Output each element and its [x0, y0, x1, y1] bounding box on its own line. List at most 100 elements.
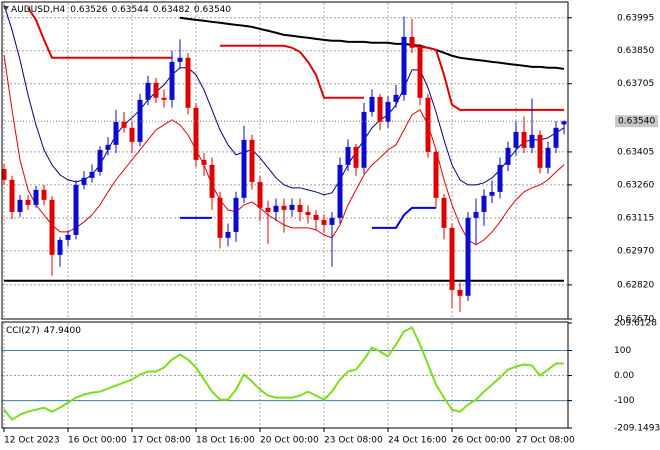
header: AUDUSD,H4 0.63526 0.63544 0.63482 0.63540 [11, 5, 231, 15]
candle-body [161, 97, 167, 100]
candle-body [273, 205, 279, 212]
candle-body [217, 197, 223, 238]
candle-body [289, 204, 295, 210]
high-value: 0.63544 [111, 5, 148, 15]
current-price-badge [615, 115, 658, 128]
candle-body [561, 121, 567, 125]
indicator-line [180, 206, 436, 229]
candle-body [25, 199, 31, 205]
plot-layer: 12 Oct 2023 16 Oct 00:00 17 Oct 08:00 18 Oc… [1, 3, 660, 446]
candle-body [361, 111, 367, 168]
y-tick-label: 0.63850 [617, 46, 654, 56]
cci-header: CCI(27) 47.9400 [6, 326, 81, 336]
candle-body [201, 159, 207, 165]
y-tick-label: 0.00 [614, 371, 634, 381]
symbol: AUDUSD,H4 [11, 5, 66, 15]
candle-body [417, 47, 423, 98]
candle-body [169, 61, 175, 100]
candle-body [57, 239, 63, 255]
candle-body [9, 179, 15, 212]
candle-body [393, 94, 399, 102]
candle-body [369, 96, 375, 112]
y-tick-label: 100 [614, 346, 631, 356]
symbol-icon [3, 6, 9, 11]
candle-body [401, 36, 407, 95]
x-tick-label: 24 Oct 16:00 [388, 436, 447, 446]
candle-body [153, 82, 159, 98]
candle-body [305, 211, 311, 215]
candle-body [497, 164, 503, 192]
candle-body [241, 139, 247, 198]
candle-body [81, 177, 87, 185]
candle-body [89, 171, 95, 178]
candle-body [233, 197, 239, 232]
candle-body [489, 191, 495, 196]
candle-body [257, 181, 263, 208]
candle-body [353, 146, 359, 168]
candle-body [177, 57, 183, 62]
x-tick-label: 17 Oct 08:00 [132, 436, 191, 446]
candle-body [49, 199, 55, 255]
candle-body [97, 149, 103, 172]
y-tick-label: 0.63705 [617, 79, 654, 89]
candle-body [513, 131, 519, 148]
y-tick-label: -209.1493 [614, 424, 660, 434]
candle-body [121, 121, 127, 128]
candle-body [505, 147, 511, 165]
x-tick-label: 18 Oct 16:00 [196, 436, 255, 446]
candle-body [537, 134, 543, 168]
y-tick-label: 0.63260 [617, 180, 654, 190]
candle-body [265, 207, 271, 212]
cci-line [3, 326, 565, 421]
candle-body [449, 227, 455, 290]
candle-body [41, 189, 47, 200]
candle-body [425, 97, 431, 152]
candle-body [521, 131, 527, 148]
candle-body [377, 96, 383, 122]
candle-body [313, 214, 319, 220]
candle-body [457, 289, 463, 296]
y-tick-label: -100 [614, 396, 635, 406]
y-tick-label: 0.63995 [617, 13, 654, 23]
candle-body [473, 211, 479, 218]
cci-title: CCI(27) [6, 326, 40, 336]
candle-body [33, 189, 39, 205]
indicator-line [3, 4, 565, 196]
candle-body [433, 151, 439, 198]
candle-body [321, 219, 327, 225]
current-price-label: 0.63540 [618, 117, 655, 127]
x-tick-label: 26 Oct 00:00 [452, 436, 511, 446]
y-tick-label: 209.6128 [614, 319, 657, 329]
y-tick-label: 0.62820 [617, 280, 654, 290]
candle-body [129, 127, 135, 142]
candle-body [185, 57, 191, 108]
candle-body [441, 197, 447, 228]
candle-body [17, 199, 23, 212]
x-tick-label: 23 Oct 08:00 [324, 436, 383, 446]
candle-body [193, 107, 199, 160]
candle-body [105, 144, 111, 150]
y-tick-label: 0.62670 [617, 315, 654, 325]
candle-body [345, 146, 351, 165]
open-value: 0.63526 [70, 5, 107, 15]
candle-body [225, 231, 231, 238]
indicator-line [179, 16, 565, 70]
candle-body [465, 217, 471, 296]
x-tick-label: 20 Oct 00:00 [260, 436, 319, 446]
y-tick-label: 0.62970 [617, 246, 654, 256]
candle-body [249, 139, 255, 182]
candle-body [145, 82, 151, 100]
indicator-line [27, 7, 564, 111]
candle-body [65, 234, 71, 240]
candle-body [409, 36, 415, 48]
candle-body [385, 101, 391, 122]
candle-body [545, 147, 551, 168]
candle-body [329, 217, 335, 225]
candle-body [1, 168, 7, 180]
candle-body [529, 134, 535, 148]
low-value: 0.63482 [153, 5, 190, 15]
candle-body [281, 205, 287, 210]
x-tick-label: 16 Oct 00:00 [68, 436, 127, 446]
